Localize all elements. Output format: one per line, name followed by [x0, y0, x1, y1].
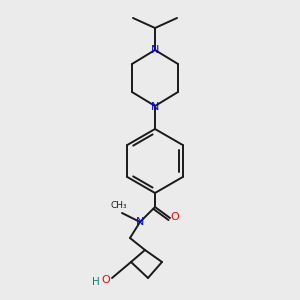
Text: O: O [171, 212, 179, 222]
Text: N: N [151, 45, 159, 55]
Text: N: N [151, 102, 159, 112]
Text: N: N [136, 217, 144, 227]
Text: CH₃: CH₃ [111, 202, 127, 211]
Text: H: H [92, 277, 100, 287]
Text: O: O [102, 275, 110, 285]
